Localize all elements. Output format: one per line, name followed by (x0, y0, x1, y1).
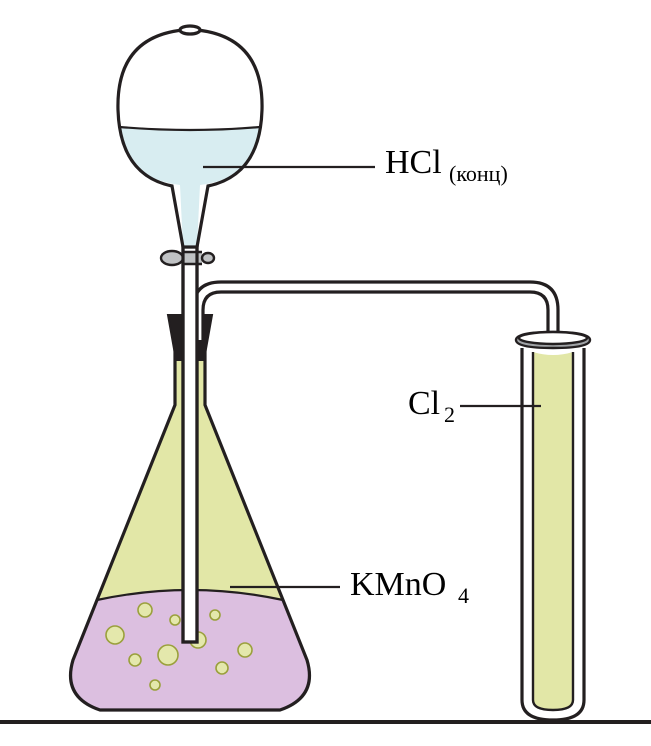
delivery-tube (193, 282, 558, 400)
svg-text:HCl: HCl (385, 144, 442, 181)
gas-cylinder (516, 332, 590, 720)
svg-text:2: 2 (444, 402, 455, 427)
svg-text:4: 4 (458, 583, 469, 608)
svg-text:Cl: Cl (408, 385, 440, 422)
svg-text:KMnO: KMnO (350, 566, 446, 603)
svg-text:(конц): (конц) (449, 161, 508, 186)
